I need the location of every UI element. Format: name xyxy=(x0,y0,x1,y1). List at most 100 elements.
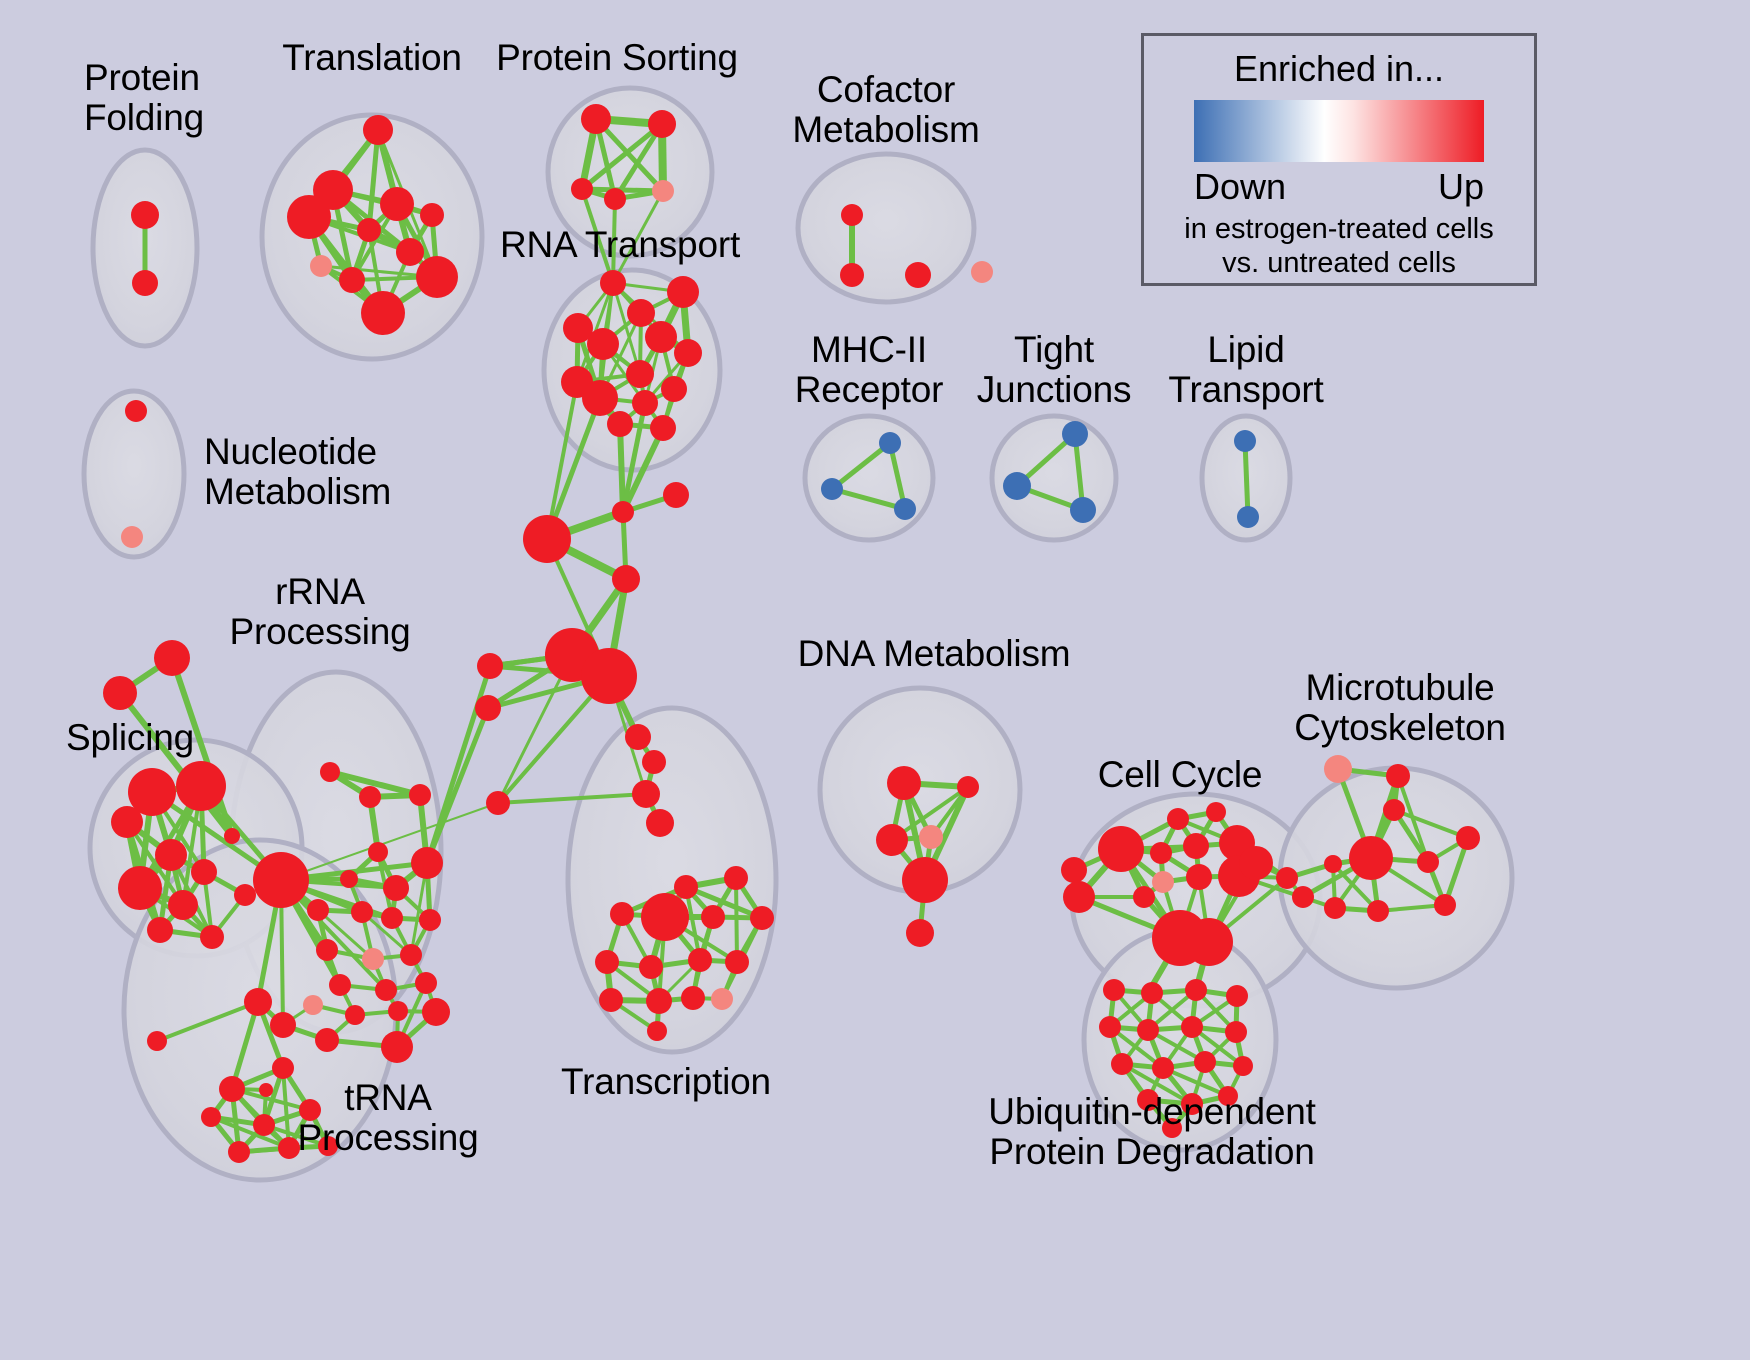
network-node[interactable] xyxy=(121,526,143,548)
network-node[interactable] xyxy=(957,776,979,798)
network-node[interactable] xyxy=(667,276,699,308)
network-node[interactable] xyxy=(1183,833,1209,859)
network-node[interactable] xyxy=(400,944,422,966)
network-node[interactable] xyxy=(1185,918,1233,966)
network-node[interactable] xyxy=(1206,802,1226,822)
network-node[interactable] xyxy=(381,1031,413,1063)
network-node[interactable] xyxy=(595,950,619,974)
network-node[interactable] xyxy=(645,321,677,353)
network-node[interactable] xyxy=(894,498,916,520)
network-node[interactable] xyxy=(1383,799,1405,821)
network-node[interactable] xyxy=(1133,886,1155,908)
network-node[interactable] xyxy=(919,825,943,849)
network-node[interactable] xyxy=(1062,421,1088,447)
network-node[interactable] xyxy=(380,187,414,221)
network-node[interactable] xyxy=(587,328,619,360)
network-node[interactable] xyxy=(1324,855,1342,873)
network-node[interactable] xyxy=(1234,430,1256,452)
network-node[interactable] xyxy=(571,178,593,200)
network-node[interactable] xyxy=(359,786,381,808)
network-node[interactable] xyxy=(646,988,672,1014)
network-node[interactable] xyxy=(388,1001,408,1021)
network-node[interactable] xyxy=(375,979,397,1001)
network-node[interactable] xyxy=(191,859,217,885)
network-node[interactable] xyxy=(646,809,674,837)
network-node[interactable] xyxy=(329,974,351,996)
network-node[interactable] xyxy=(647,1021,667,1041)
network-node[interactable] xyxy=(879,432,901,454)
network-node[interactable] xyxy=(1137,1019,1159,1041)
network-node[interactable] xyxy=(383,875,409,901)
network-node[interactable] xyxy=(368,842,388,862)
network-node[interactable] xyxy=(128,768,176,816)
network-node[interactable] xyxy=(1162,1118,1182,1138)
network-node[interactable] xyxy=(599,988,623,1012)
network-node[interactable] xyxy=(415,972,437,994)
network-node[interactable] xyxy=(725,950,749,974)
network-node[interactable] xyxy=(477,653,503,679)
network-node[interactable] xyxy=(396,238,424,266)
network-node[interactable] xyxy=(340,870,358,888)
network-node[interactable] xyxy=(1434,894,1456,916)
network-node[interactable] xyxy=(750,906,774,930)
network-node[interactable] xyxy=(1137,1089,1159,1111)
network-node[interactable] xyxy=(688,948,712,972)
network-node[interactable] xyxy=(200,925,224,949)
network-node[interactable] xyxy=(612,501,634,523)
network-node[interactable] xyxy=(971,261,993,283)
network-node[interactable] xyxy=(610,902,634,926)
cluster-ellipse-cofactor-metabolism[interactable] xyxy=(795,151,977,305)
network-node[interactable] xyxy=(1152,871,1174,893)
network-node[interactable] xyxy=(612,565,640,593)
network-node[interactable] xyxy=(1061,857,1087,883)
network-node[interactable] xyxy=(313,170,353,210)
network-node[interactable] xyxy=(103,676,137,710)
network-node[interactable] xyxy=(420,203,444,227)
network-node[interactable] xyxy=(1324,897,1346,919)
network-node[interactable] xyxy=(253,1114,275,1136)
network-node[interactable] xyxy=(362,948,384,970)
network-node[interactable] xyxy=(132,270,158,296)
network-node[interactable] xyxy=(701,905,725,929)
network-node[interactable] xyxy=(1152,1057,1174,1079)
network-node[interactable] xyxy=(563,313,593,343)
network-node[interactable] xyxy=(648,110,676,138)
network-node[interactable] xyxy=(641,893,689,941)
network-node[interactable] xyxy=(724,866,748,890)
network-node[interactable] xyxy=(351,901,373,923)
network-node[interactable] xyxy=(1218,1086,1238,1106)
network-node[interactable] xyxy=(607,411,633,437)
network-node[interactable] xyxy=(155,839,187,871)
network-node[interactable] xyxy=(244,988,272,1016)
network-node[interactable] xyxy=(118,866,162,910)
network-node[interactable] xyxy=(821,478,843,500)
network-node[interactable] xyxy=(278,1137,300,1159)
network-node[interactable] xyxy=(303,995,323,1015)
network-node[interactable] xyxy=(1276,867,1298,889)
network-node[interactable] xyxy=(409,784,431,806)
network-node[interactable] xyxy=(287,195,331,239)
network-node[interactable] xyxy=(1167,808,1189,830)
network-node[interactable] xyxy=(1324,755,1352,783)
network-node[interactable] xyxy=(486,791,510,815)
network-node[interactable] xyxy=(111,806,143,838)
network-node[interactable] xyxy=(1349,836,1393,880)
network-node[interactable] xyxy=(154,640,190,676)
network-node[interactable] xyxy=(902,857,948,903)
network-node[interactable] xyxy=(224,828,240,844)
network-node[interactable] xyxy=(259,1083,273,1097)
network-node[interactable] xyxy=(234,884,256,906)
network-node[interactable] xyxy=(381,907,403,929)
network-node[interactable] xyxy=(345,1005,365,1025)
network-node[interactable] xyxy=(711,988,733,1010)
network-node[interactable] xyxy=(1367,900,1389,922)
network-node[interactable] xyxy=(1098,826,1144,872)
network-node[interactable] xyxy=(1225,1021,1247,1043)
network-node[interactable] xyxy=(253,852,309,908)
network-node[interactable] xyxy=(316,939,338,961)
network-node[interactable] xyxy=(650,415,676,441)
network-node[interactable] xyxy=(228,1141,250,1163)
network-node[interactable] xyxy=(674,339,702,367)
network-node[interactable] xyxy=(1181,1093,1203,1115)
network-node[interactable] xyxy=(625,724,651,750)
